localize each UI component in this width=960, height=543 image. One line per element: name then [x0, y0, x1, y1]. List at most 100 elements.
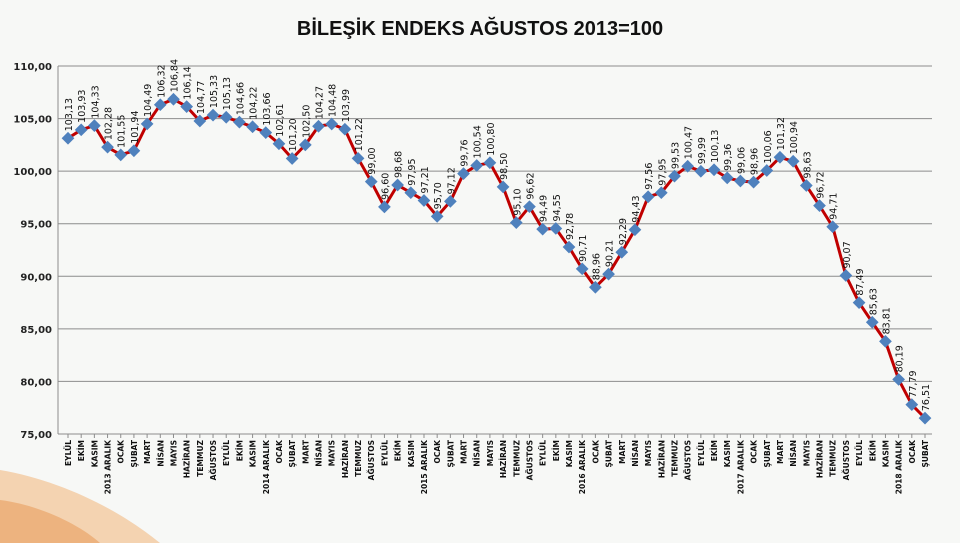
data-label: 94,43 — [631, 196, 642, 223]
x-tick-label: HAZİRAN — [816, 440, 825, 478]
x-tick-label: EKİM — [710, 440, 719, 461]
data-point — [167, 92, 180, 106]
data-label: 99,00 — [367, 147, 378, 174]
x-tick-label: 2018 ARALIK — [895, 439, 904, 494]
data-label: 104,48 — [328, 84, 339, 117]
x-tick-label: EKİM — [868, 440, 877, 461]
data-point — [417, 194, 431, 207]
x-tick-label: 2016 ARALIK — [578, 439, 587, 494]
data-label: 92,29 — [618, 218, 629, 245]
x-tick-label: NİSAN — [789, 440, 798, 467]
x-tick-label: MART — [143, 439, 152, 464]
data-point — [285, 152, 299, 165]
data-label: 97,95 — [657, 158, 668, 185]
x-tick-label: ŞUBAT — [288, 439, 297, 467]
data-label: 98,50 — [499, 153, 510, 180]
x-tick-label: AĞUSTOS — [367, 440, 376, 480]
x-tick-label: EKİM — [77, 440, 86, 461]
y-tick-label: 85,00 — [20, 325, 52, 336]
data-label: 95,70 — [433, 182, 444, 209]
x-tick-label: AĞUSTOS — [842, 440, 851, 480]
data-label: 101,20 — [288, 118, 299, 151]
x-tick-label: EYLÜL — [539, 440, 548, 466]
x-tick-label: EYLÜL — [380, 440, 389, 466]
x-tick-label: OCAK — [750, 439, 759, 464]
data-label: 98,68 — [394, 151, 405, 178]
x-tick-label: MART — [776, 439, 785, 464]
data-point — [298, 138, 312, 152]
x-tick-label: MAYIS — [328, 440, 337, 466]
x-tick-label: OCAK — [275, 439, 284, 464]
data-label: 83,81 — [881, 307, 892, 334]
data-label: 103,66 — [262, 92, 273, 125]
data-label: 90,07 — [842, 241, 853, 268]
data-point — [786, 154, 800, 168]
x-tick-label: MART — [460, 439, 469, 464]
x-tick-label: NİSAN — [315, 440, 324, 467]
data-label: 103,99 — [341, 89, 352, 122]
x-tick-label: HAZİRAN — [657, 440, 666, 478]
x-tick-label: OCAK — [908, 439, 917, 464]
x-tick-label: NİSAN — [631, 440, 640, 467]
data-point — [101, 140, 114, 154]
x-tick-label: EKİM — [552, 440, 561, 461]
data-point — [443, 195, 457, 208]
data-label: 99,53 — [670, 142, 681, 169]
x-tick-label: 2017 ARALIK — [736, 439, 745, 494]
x-tick-label: EKİM — [394, 440, 403, 461]
data-label: 100,06 — [763, 130, 774, 163]
x-tick-label: HAZİRAN — [499, 440, 508, 478]
x-tick-label: EYLÜL — [697, 440, 706, 466]
y-tick-label: 105,00 — [13, 115, 52, 126]
x-tick-label: 2013 ARALIK — [104, 439, 113, 494]
data-point — [364, 175, 378, 189]
data-point — [312, 119, 325, 133]
x-tick-label: TEMMUZ — [196, 439, 205, 476]
data-label: 88,96 — [591, 253, 602, 280]
data-label: 104,49 — [143, 84, 154, 117]
x-tick-label: AĞUSTOS — [684, 440, 693, 480]
x-tick-label: KASIM — [90, 440, 99, 467]
data-label: 96,62 — [525, 172, 536, 199]
data-label: 94,71 — [829, 193, 840, 220]
data-label: 100,94 — [789, 121, 800, 154]
data-point — [351, 151, 365, 165]
data-label: 97,56 — [644, 163, 655, 190]
data-label: 99,36 — [723, 144, 734, 171]
data-label: 90,71 — [578, 235, 589, 262]
x-tick-label: MAYIS — [802, 440, 811, 466]
data-label: 95,10 — [512, 188, 523, 215]
data-label: 99,06 — [736, 147, 747, 174]
data-point — [206, 108, 220, 122]
data-point — [470, 159, 484, 172]
x-tick-label: MAYIS — [486, 440, 495, 466]
x-tick-label: MART — [301, 439, 310, 464]
data-label: 90,21 — [605, 240, 616, 267]
data-point — [193, 114, 207, 128]
data-label: 97,12 — [446, 167, 457, 194]
data-label: 85,63 — [868, 288, 879, 315]
data-label: 100,47 — [684, 126, 695, 159]
data-point — [839, 269, 853, 282]
x-tick-label: ŞUBAT — [921, 439, 930, 467]
x-tick-label: KASIM — [249, 440, 258, 467]
y-tick-label: 90,00 — [20, 272, 52, 283]
x-tick-label: HAZİRAN — [341, 440, 350, 478]
data-point — [615, 245, 629, 259]
x-tick-label: TEMMUZ — [670, 439, 679, 476]
data-label: 101,94 — [130, 110, 141, 143]
x-tick-label: KASIM — [881, 440, 890, 467]
data-point — [734, 174, 747, 188]
data-label: 100,54 — [473, 125, 484, 158]
x-tick-label: AĞUSTOS — [209, 440, 218, 480]
y-tick-label: 100,00 — [13, 167, 52, 178]
data-label: 101,55 — [117, 115, 128, 148]
data-label: 97,95 — [407, 158, 418, 185]
data-label: 101,32 — [776, 117, 787, 150]
y-tick-label: 80,00 — [20, 377, 52, 388]
x-tick-label: OCAK — [591, 439, 600, 464]
data-label: 104,22 — [249, 87, 260, 120]
data-label: 104,66 — [235, 82, 246, 115]
data-label: 106,14 — [183, 66, 194, 99]
x-tick-label: ŞUBAT — [605, 439, 614, 467]
